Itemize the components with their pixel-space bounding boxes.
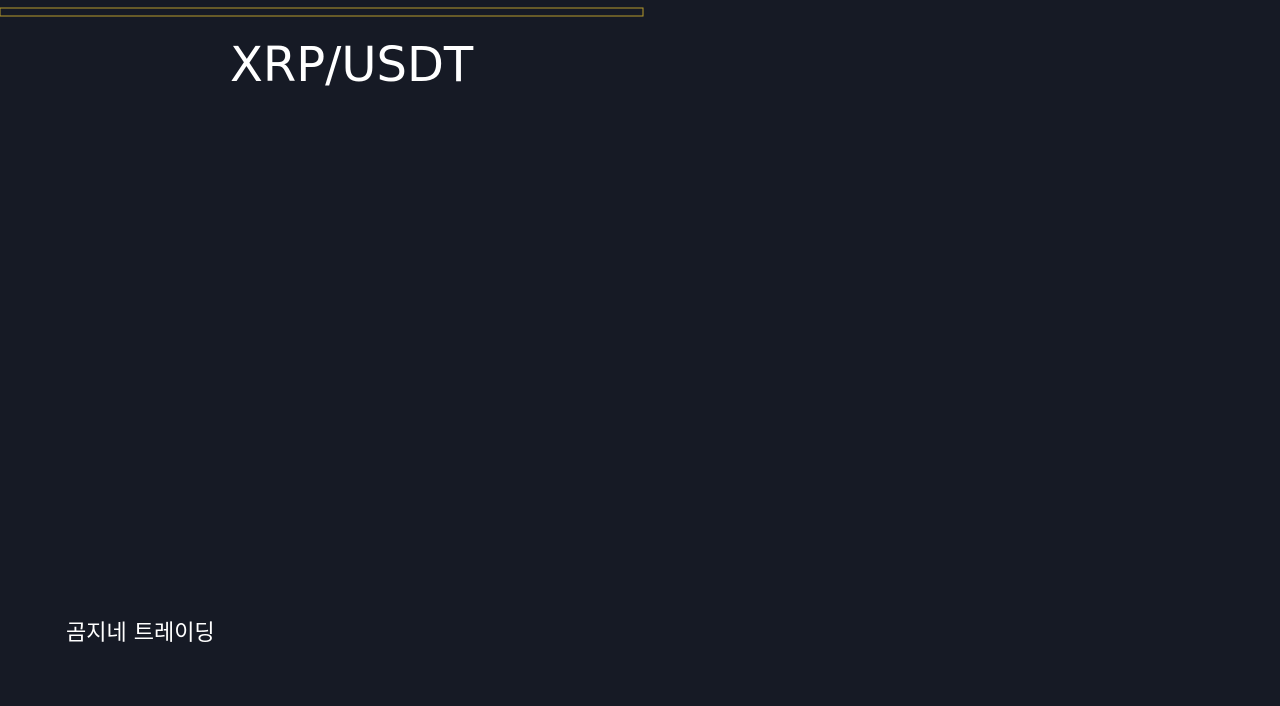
zone-box [0,7,644,17]
chart-title: XRP/USDT [230,37,474,93]
watermark: 곰지네 트레이딩 [66,621,215,646]
